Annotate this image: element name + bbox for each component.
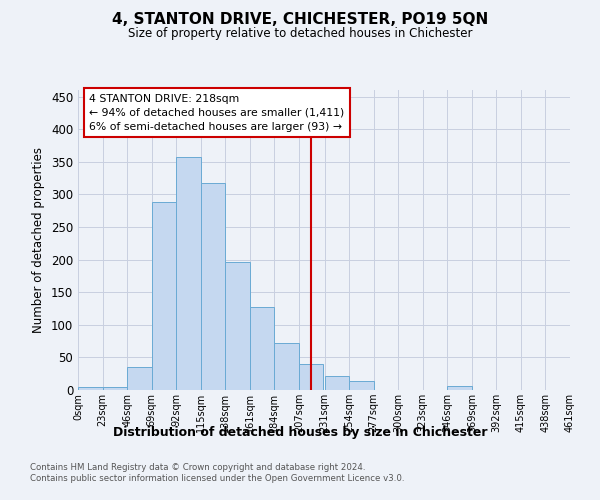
Bar: [176, 156, 201, 390]
Text: Distribution of detached houses by size in Chichester: Distribution of detached houses by size …: [113, 426, 487, 439]
Bar: [447, 386, 472, 390]
Text: Contains public sector information licensed under the Open Government Licence v3: Contains public sector information licen…: [30, 474, 404, 483]
Bar: [250, 306, 274, 390]
Bar: [78, 386, 103, 390]
Bar: [201, 184, 225, 390]
Bar: [127, 367, 152, 390]
Bar: [103, 386, 127, 390]
Text: 4 STANTON DRIVE: 218sqm
← 94% of detached houses are smaller (1,411)
6% of semi-: 4 STANTON DRIVE: 218sqm ← 94% of detache…: [89, 94, 344, 132]
Text: Contains HM Land Registry data © Crown copyright and database right 2024.: Contains HM Land Registry data © Crown c…: [30, 462, 365, 471]
Bar: [349, 381, 374, 390]
Bar: [274, 343, 299, 390]
Bar: [152, 202, 176, 390]
Text: 4, STANTON DRIVE, CHICHESTER, PO19 5QN: 4, STANTON DRIVE, CHICHESTER, PO19 5QN: [112, 12, 488, 28]
Bar: [299, 364, 323, 390]
Text: Size of property relative to detached houses in Chichester: Size of property relative to detached ho…: [128, 28, 472, 40]
Y-axis label: Number of detached properties: Number of detached properties: [32, 147, 46, 333]
Bar: [325, 376, 349, 390]
Bar: [225, 262, 250, 390]
